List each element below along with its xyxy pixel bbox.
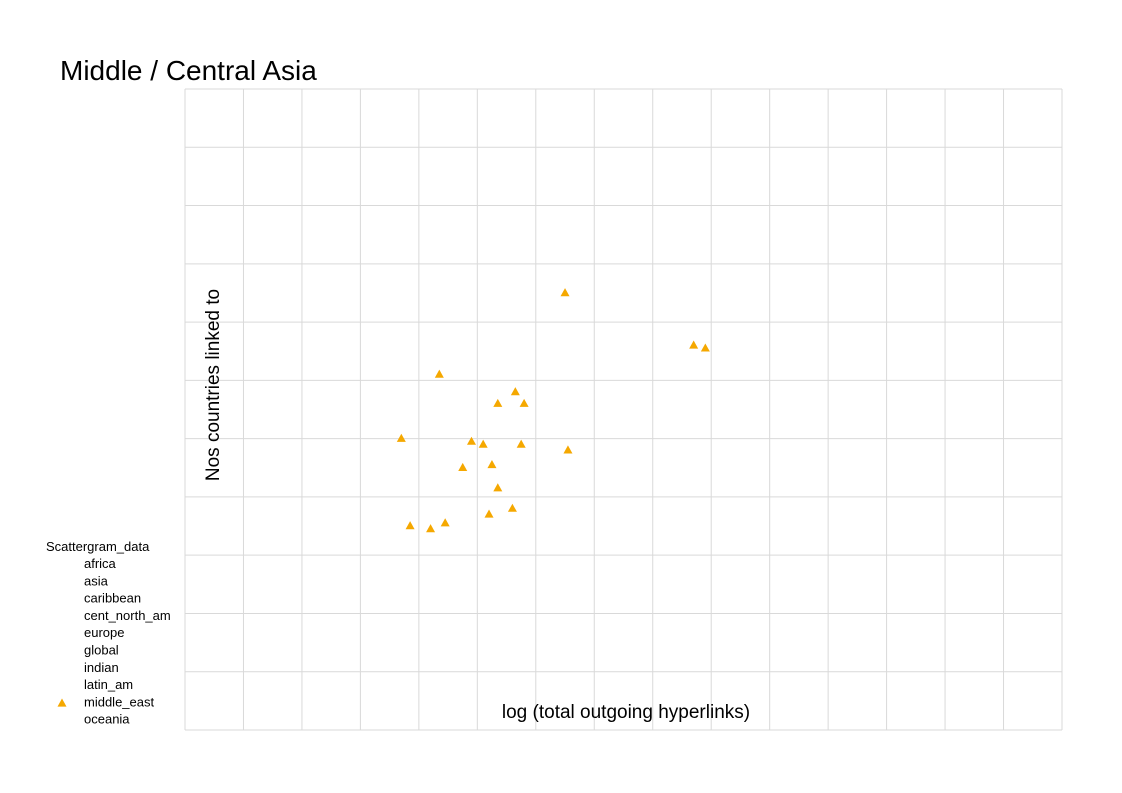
legend-item-global: global bbox=[84, 643, 119, 658]
legend-marker-triangle-icon bbox=[57, 698, 67, 707]
data-point bbox=[510, 387, 520, 396]
data-point bbox=[405, 521, 415, 530]
data-point bbox=[493, 483, 503, 492]
legend-item-africa: africa bbox=[84, 556, 117, 571]
data-point bbox=[440, 518, 450, 527]
data-point bbox=[484, 509, 494, 518]
data-point bbox=[396, 433, 406, 442]
x-axis-label: log (total outgoing hyperlinks) bbox=[502, 702, 750, 723]
y-axis-label: Nos countries linked to bbox=[203, 289, 224, 481]
data-point bbox=[563, 445, 573, 454]
legend-item-indian: indian bbox=[84, 660, 119, 675]
chart-title: Middle / Central Asia bbox=[60, 55, 317, 86]
data-point bbox=[507, 503, 517, 512]
data-point bbox=[458, 462, 468, 472]
legend: Scattergram_data africa asia caribbean cent… bbox=[46, 539, 171, 727]
legend-item-caribbean: caribbean bbox=[84, 591, 141, 606]
data-point bbox=[426, 524, 436, 533]
data-point bbox=[519, 398, 529, 407]
legend-title: Scattergram_data bbox=[46, 539, 150, 554]
data-point bbox=[516, 439, 526, 448]
data-points bbox=[396, 288, 710, 533]
data-point bbox=[487, 459, 497, 469]
data-point bbox=[700, 343, 710, 352]
data-point bbox=[434, 369, 444, 378]
data-point bbox=[560, 288, 570, 297]
legend-item-cent-north-am: cent_north_am bbox=[84, 608, 171, 623]
legend-item-europe: europe bbox=[84, 625, 124, 640]
legend-item-asia: asia bbox=[84, 573, 109, 588]
data-point bbox=[689, 340, 699, 349]
legend-item-latin-am: latin_am bbox=[84, 677, 133, 692]
legend-item-oceania: oceania bbox=[84, 712, 130, 727]
data-point bbox=[466, 436, 476, 445]
legend-item-middle-east: middle_east bbox=[84, 694, 154, 709]
data-point bbox=[478, 439, 488, 448]
grid bbox=[184, 88, 1063, 731]
data-point bbox=[493, 398, 503, 407]
